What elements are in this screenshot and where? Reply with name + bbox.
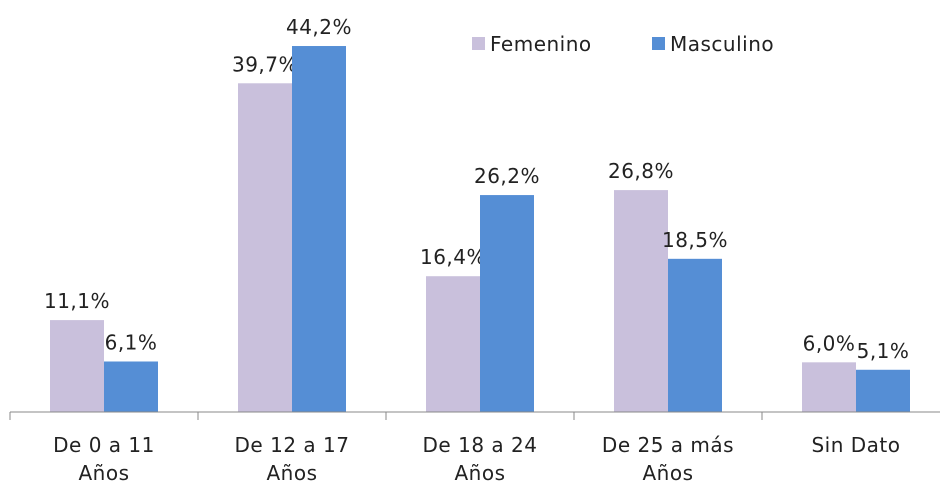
data-label: 39,7% [232, 52, 298, 76]
bar [104, 361, 158, 412]
data-label: 26,2% [474, 164, 540, 188]
x-tick-label: De 18 a 24 [423, 433, 538, 457]
x-tick-label: De 25 a más [602, 433, 734, 457]
x-tick-label: Años [454, 461, 505, 485]
x-tick-label: Años [642, 461, 693, 485]
legend-label: Femenino [490, 32, 592, 56]
data-label: 6,0% [803, 331, 856, 355]
data-label: 5,1% [857, 339, 910, 363]
data-label: 16,4% [420, 245, 486, 269]
x-tick-label: De 0 a 11 [53, 433, 155, 457]
bar [856, 369, 910, 412]
bar [668, 258, 722, 412]
bar [614, 190, 668, 412]
x-tick-label: Años [266, 461, 317, 485]
legend-label: Masculino [670, 32, 774, 56]
data-label: 18,5% [662, 228, 728, 252]
x-tick-label: Sin Dato [811, 433, 900, 457]
data-label: 26,8% [608, 159, 674, 183]
x-tick-label: De 12 a 17 [235, 433, 350, 457]
data-label: 11,1% [44, 289, 110, 313]
bar [292, 46, 346, 413]
bar [802, 362, 856, 412]
bar [480, 195, 534, 412]
legend-swatch [472, 37, 485, 50]
bar [426, 276, 480, 412]
legend-swatch [652, 37, 665, 50]
x-tick-label: Años [78, 461, 129, 485]
data-label: 6,1% [105, 330, 158, 354]
data-label: 44,2% [286, 15, 352, 39]
bar [238, 83, 292, 412]
bar [50, 320, 104, 412]
